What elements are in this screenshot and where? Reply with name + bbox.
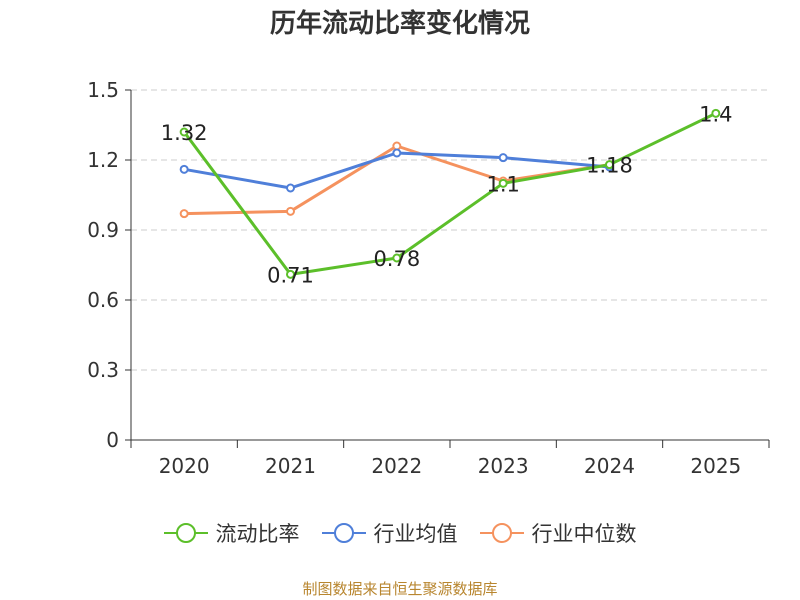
legend-item-current-ratio[interactable]: 流动比率 [163, 518, 300, 548]
y-tick-label: 0 [106, 428, 119, 452]
x-tick-label: 2023 [478, 454, 529, 478]
source-note: 制图数据来自恒生聚源数据库 [302, 580, 498, 598]
legend: 流动比率 行业均值 行业中位数 [0, 518, 800, 548]
x-tick-label: 2025 [690, 454, 741, 478]
legend-label-industry-median: 行业中位数 [531, 522, 637, 546]
series-line [183, 151, 610, 190]
y-tick-label: 1.2 [87, 148, 119, 172]
data-label: 1.4 [699, 102, 732, 126]
x-tick-label: 2020 [159, 454, 210, 478]
chart-title: 历年流动比率变化情况 [269, 9, 530, 39]
legend-swatch-industry-median [479, 523, 524, 543]
data-point [179, 164, 189, 174]
data-label: 0.78 [373, 247, 420, 271]
legend-item-industry-median[interactable]: 行业中位数 [479, 518, 637, 548]
data-point [286, 269, 295, 279]
data-point [392, 253, 402, 263]
data-point [286, 183, 295, 193]
data-point [605, 160, 614, 170]
data-point [498, 153, 508, 163]
legend-label-current-ratio: 流动比率 [215, 522, 300, 546]
legend-swatch-industry-mean [321, 523, 366, 543]
data-point [498, 178, 508, 188]
data-point [286, 206, 295, 216]
data-point [392, 148, 402, 158]
y-tick-label: 0.3 [87, 358, 119, 382]
data-point [179, 127, 189, 137]
legend-label-industry-mean: 行业均值 [373, 522, 458, 546]
data-label: 0.71 [267, 263, 314, 287]
x-tick-label: 2022 [371, 454, 422, 478]
series-line [182, 111, 717, 276]
data-label: 1.18 [586, 154, 633, 178]
data-point [179, 209, 189, 219]
x-tick-label: 2021 [265, 454, 316, 478]
data-point [392, 141, 402, 151]
y-tick-label: 1.5 [87, 78, 119, 102]
y-tick-label: 0.6 [87, 288, 119, 312]
data-point [711, 108, 721, 118]
x-tick-label: 2024 [584, 454, 635, 478]
legend-swatch-current-ratio [163, 523, 208, 543]
y-tick-label: 0.9 [87, 218, 119, 242]
data-label: 1.32 [161, 121, 208, 145]
data-label: 1.1 [486, 172, 519, 196]
legend-item-industry-mean[interactable]: 行业均值 [321, 518, 458, 548]
